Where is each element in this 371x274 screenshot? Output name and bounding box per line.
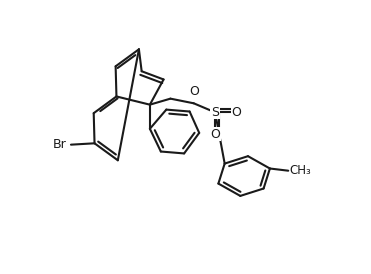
Text: O: O (210, 128, 220, 141)
Text: CH₃: CH₃ (290, 164, 311, 177)
Text: O: O (231, 106, 241, 119)
Text: O: O (189, 85, 198, 98)
Text: Br: Br (53, 138, 67, 151)
Text: S: S (211, 106, 219, 119)
